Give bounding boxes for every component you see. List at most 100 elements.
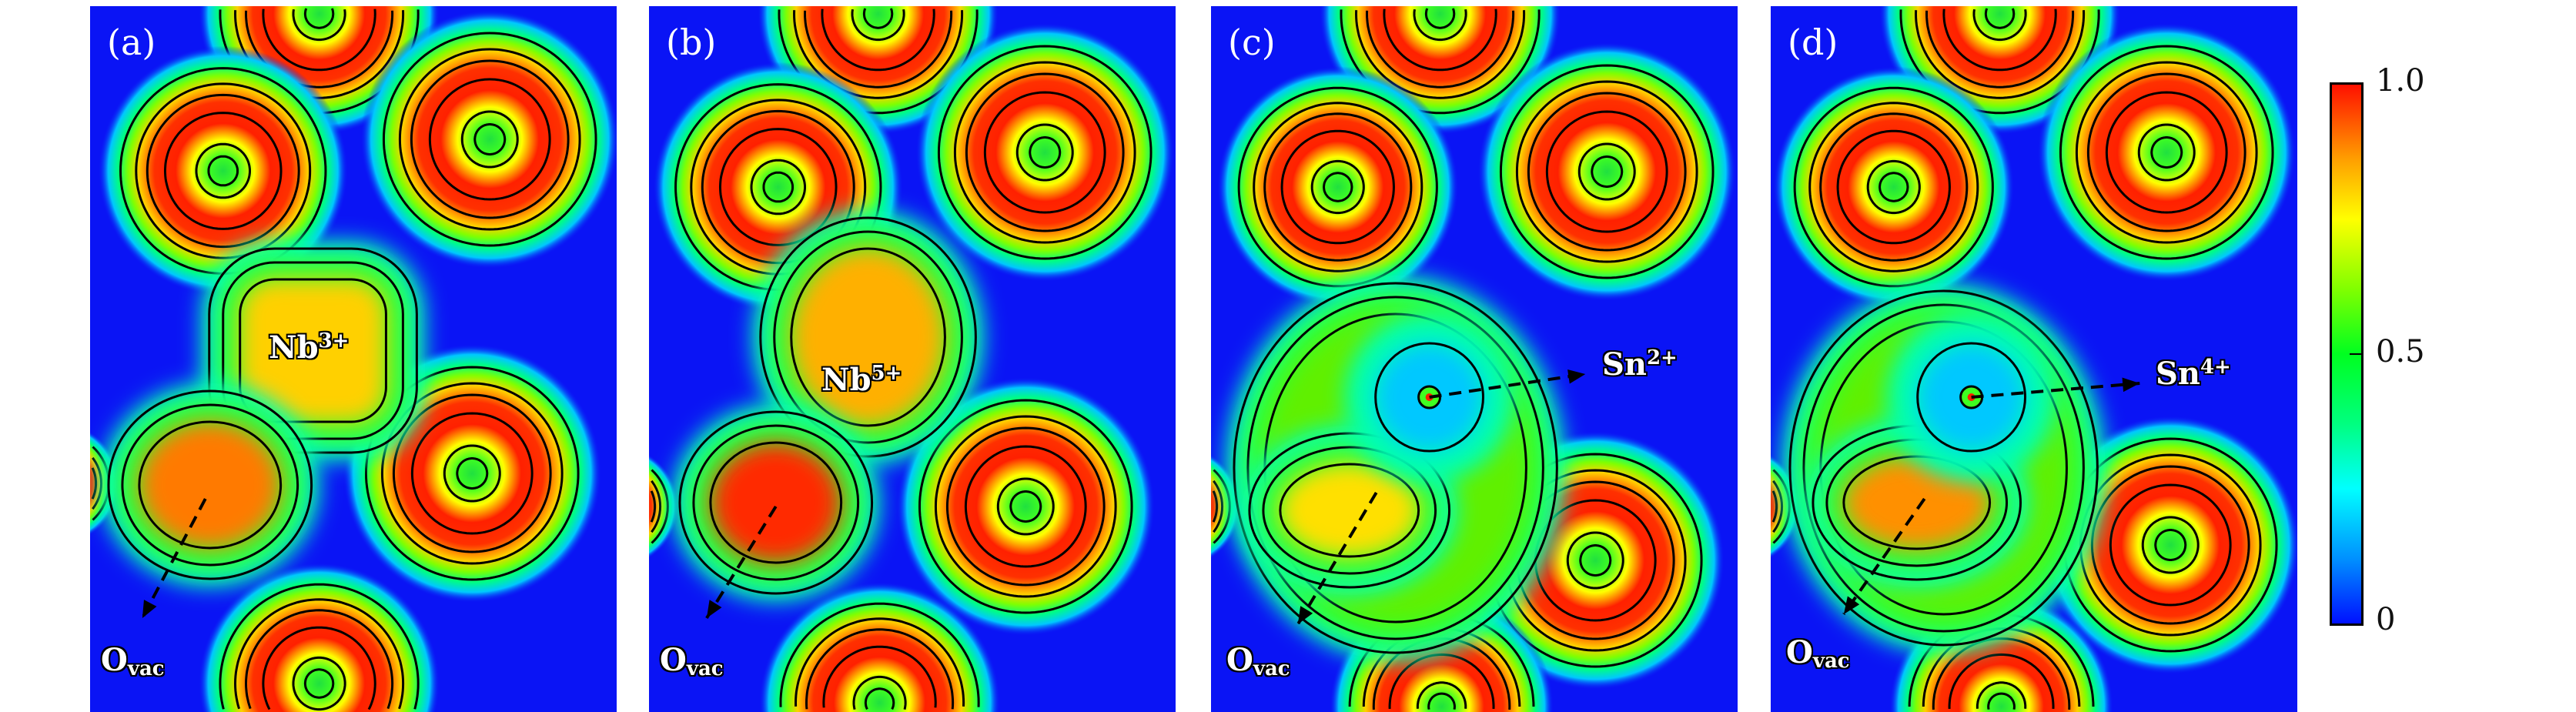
contour-line bbox=[1279, 463, 1420, 558]
vacancy-symbol: O bbox=[1786, 634, 1813, 670]
contour-line bbox=[1009, 490, 1042, 523]
arrowhead-icon bbox=[1567, 369, 1586, 384]
contour-line bbox=[262, 626, 376, 710]
contour-line bbox=[2086, 72, 2246, 232]
contour-line bbox=[1015, 123, 1074, 182]
arrowhead-icon bbox=[706, 600, 722, 618]
elf-contour-map bbox=[90, 6, 617, 712]
contour-line bbox=[163, 112, 283, 230]
dashed-arrow bbox=[1429, 369, 1586, 399]
vacancy-symbol: O bbox=[101, 642, 128, 678]
elf-contour-map bbox=[1211, 6, 1737, 712]
colorbar-tick-mark bbox=[2350, 353, 2362, 355]
oxygen-atom-elf bbox=[198, 563, 440, 712]
contour-line bbox=[303, 668, 335, 699]
contour-line bbox=[292, 8, 346, 42]
contour-line bbox=[1591, 155, 1624, 188]
contour-line bbox=[1527, 92, 1687, 252]
panel-label: (a) bbox=[107, 22, 156, 63]
contour-line bbox=[138, 420, 283, 550]
contour-line bbox=[750, 159, 807, 216]
contour-line bbox=[678, 410, 874, 595]
contour-line bbox=[1413, 8, 1467, 42]
contour-line bbox=[773, 230, 963, 444]
elf-panel-a: (a) Nb3+ Ovac bbox=[90, 6, 617, 712]
contour-line bbox=[709, 441, 843, 564]
contour-line bbox=[852, 675, 907, 710]
contour-line bbox=[1515, 80, 1698, 263]
contour-line bbox=[364, 366, 580, 581]
panel-label: (c) bbox=[1228, 22, 1276, 63]
vacancy-subscript: vac bbox=[127, 657, 165, 680]
contour-line bbox=[245, 609, 394, 710]
ion-symbol: Sn bbox=[1602, 346, 1647, 383]
oxygen-atom-elf bbox=[1773, 66, 2015, 308]
contour-line bbox=[1416, 681, 1467, 709]
contour-line bbox=[1388, 653, 1495, 709]
contour-line bbox=[864, 687, 895, 710]
vacancy-subscript: vac bbox=[686, 657, 724, 680]
ion-label: Sn4+ bbox=[2156, 356, 2231, 392]
contour-line bbox=[1878, 172, 1909, 202]
contour-line bbox=[964, 445, 1087, 568]
contour-line bbox=[2109, 483, 2232, 607]
contour-line bbox=[759, 216, 977, 458]
contour-line bbox=[790, 247, 946, 427]
contour-line bbox=[392, 393, 552, 553]
panel-label: (b) bbox=[666, 22, 717, 63]
contour-line bbox=[2137, 123, 2196, 182]
localized-elf-region bbox=[671, 404, 880, 601]
vacancy-symbol: O bbox=[660, 642, 687, 678]
localized-elf-region bbox=[752, 210, 984, 464]
contour-line bbox=[651, 469, 669, 544]
dashed-arrow bbox=[1842, 497, 1926, 616]
contour-line bbox=[2141, 516, 2200, 574]
contour-line bbox=[1772, 480, 1784, 533]
arrowhead-icon bbox=[2122, 377, 2140, 393]
contour-line bbox=[795, 617, 965, 707]
contour-line bbox=[965, 72, 1125, 232]
contour-line bbox=[862, 8, 894, 29]
contour-line bbox=[382, 32, 597, 247]
contour-line bbox=[410, 412, 534, 535]
ion-label: Nb5+ bbox=[821, 362, 902, 398]
contour-line bbox=[1819, 112, 1969, 262]
elf-panel-d: (d) Sn4+ Ovac bbox=[1771, 6, 2297, 712]
elf-contour-map bbox=[649, 6, 1175, 712]
contour-line bbox=[1323, 172, 1353, 202]
contour-line bbox=[945, 426, 1106, 587]
contour-line bbox=[234, 598, 405, 710]
dashed-arrow bbox=[1971, 377, 2140, 399]
contour-line bbox=[1427, 692, 1456, 710]
contour-line bbox=[996, 477, 1055, 536]
localized-elf-region bbox=[100, 383, 319, 587]
vacancy-label: Ovac bbox=[1226, 642, 1290, 680]
contour-line bbox=[692, 424, 860, 581]
contour-line bbox=[146, 93, 300, 249]
contour-line bbox=[292, 656, 346, 711]
arrowhead-icon bbox=[1297, 606, 1313, 624]
contour-line bbox=[2154, 529, 2187, 561]
contour-line bbox=[1975, 681, 2027, 709]
contour-line bbox=[460, 110, 519, 169]
contour-line bbox=[1237, 86, 1438, 288]
contour-line bbox=[1310, 159, 1365, 215]
elf-contour-map bbox=[1771, 6, 2297, 712]
contour-line bbox=[239, 278, 387, 423]
ion-charge: 4+ bbox=[2200, 356, 2231, 379]
contour-line bbox=[1233, 282, 1558, 654]
contour-line bbox=[1374, 342, 1484, 453]
contour-line bbox=[1793, 86, 1994, 288]
dashed-arrow bbox=[141, 498, 207, 619]
contour-line bbox=[2075, 61, 2258, 244]
colorbar-tick-label: 1.0 bbox=[2376, 63, 2425, 99]
contour-line bbox=[1263, 112, 1413, 262]
contour-line bbox=[428, 78, 551, 201]
ion-symbol: Nb bbox=[821, 362, 871, 398]
ion-label: Sn2+ bbox=[1602, 346, 1678, 383]
contour-line bbox=[934, 415, 1117, 598]
contour-line bbox=[2090, 465, 2250, 625]
colorbar-tick-label: 0 bbox=[2376, 602, 2396, 637]
contour-line bbox=[1802, 303, 2085, 633]
contour-line bbox=[1948, 653, 2055, 709]
